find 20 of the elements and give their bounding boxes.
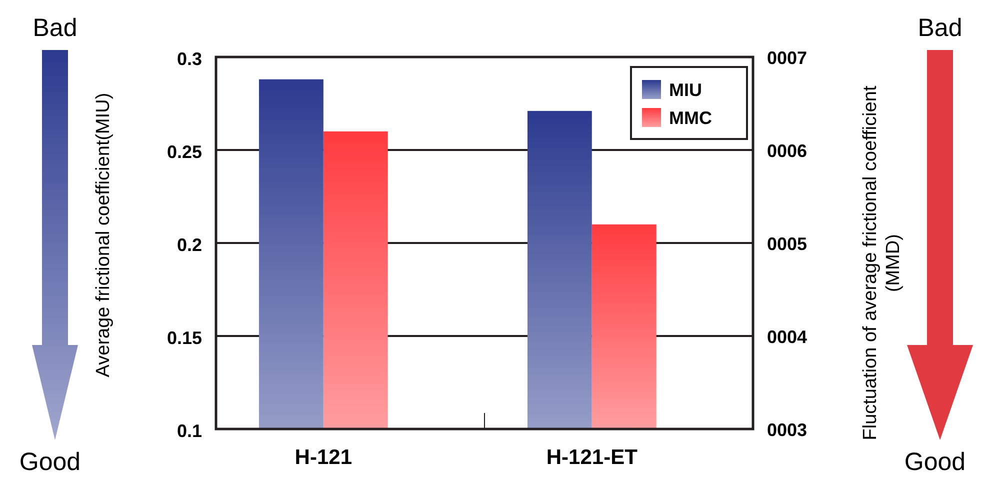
y2-axis-title: Fluctuation of average frictional coefficient (MMD) [860, 85, 904, 440]
legend-label: MMC [669, 108, 712, 128]
y-tick-label: 0.1 [176, 421, 202, 441]
x-tick-label: H-121-ET [546, 446, 638, 469]
y2-tick-label: 0006 [767, 141, 808, 161]
text: Bad [32, 14, 78, 42]
x-tick-label: H-121 [294, 446, 352, 469]
text: Good [904, 448, 966, 476]
y2-tick-label: 0004 [767, 327, 808, 347]
y2-tick-label: 0005 [767, 234, 808, 254]
legend-label: MIU [669, 80, 702, 100]
y-tick-label: 0.15 [166, 328, 202, 348]
y2-tick-label: 0007 [767, 48, 808, 68]
y-tick-label: 0.3 [176, 49, 202, 69]
y-tick-label: 0.2 [176, 235, 202, 255]
y2-tick-label: 0003 [767, 420, 808, 440]
y-axis-title: Average frictional coefficient(MIU) [93, 92, 114, 378]
text: Good [19, 448, 81, 476]
y-tick-label: 0.25 [166, 142, 202, 162]
text: Bad [918, 14, 962, 42]
